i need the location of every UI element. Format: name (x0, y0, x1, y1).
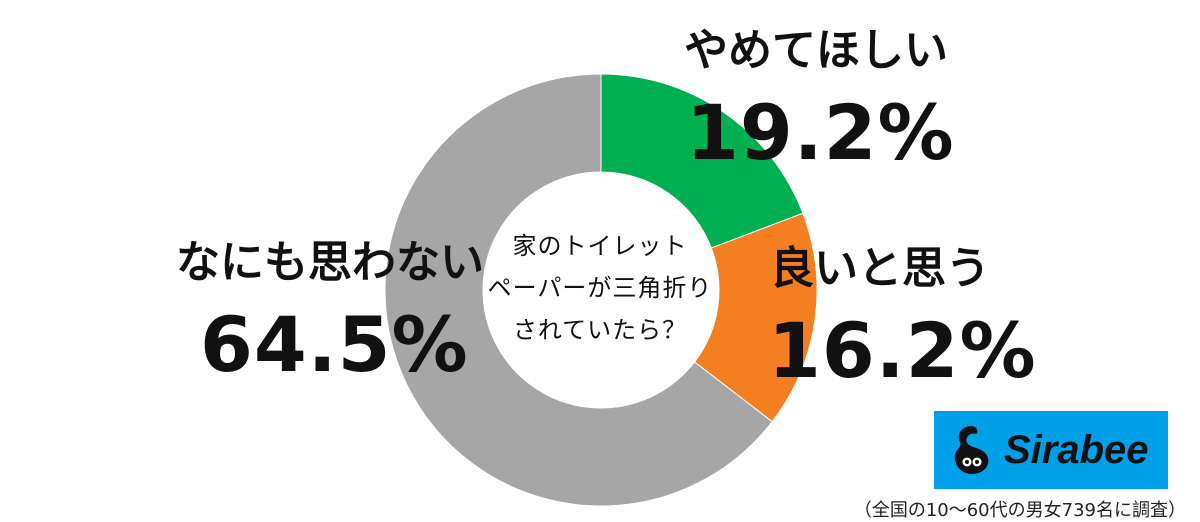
chart-title-line-3: されていたら？ (512, 316, 688, 344)
value-yamete-hoshii: 19.2% (686, 88, 955, 177)
value-nanimo-omowanai: 64.5% (200, 300, 469, 389)
value-yoi-to-omou: 16.2% (768, 306, 1037, 395)
label-yoi-to-omou: 良いと思う (770, 243, 990, 294)
survey-footnote: （全国の10～60代の男女739名に調査） (853, 500, 1186, 521)
chart-title-line-2: ペーパーが三角折り (487, 274, 713, 302)
label-nanimo-omowanai: なにも思わない (176, 237, 484, 288)
sirabee-wordmark: Sirabee (1004, 427, 1149, 472)
chart-title-line-1: 家のトイレット (512, 232, 688, 260)
sirabee-mascot-icon (954, 426, 989, 474)
slice-nanimo-omowanai (384, 73, 773, 507)
slice-yamete-hoshii (600, 73, 804, 249)
label-yamete-hoshii: やめてほしい (684, 25, 948, 76)
sirabee-logo: Sirabee (934, 411, 1168, 489)
